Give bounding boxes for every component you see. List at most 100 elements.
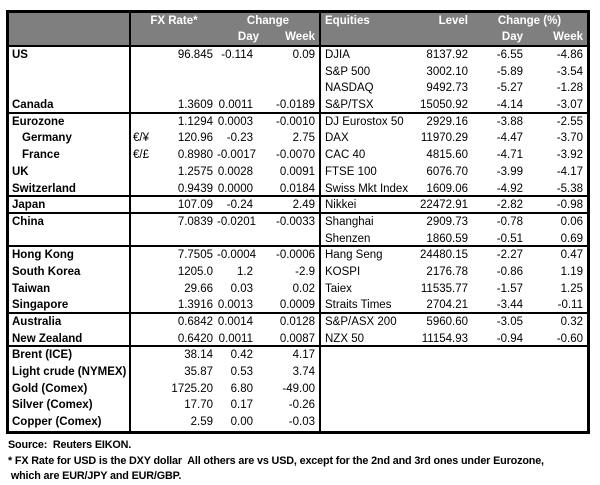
fx-week-change-cell: 2.49 bbox=[259, 197, 321, 214]
fx-week-change-cell: 0.0009 bbox=[259, 297, 321, 314]
fx-week-change-cell bbox=[259, 230, 321, 247]
table-row: Brent (ICE) 38.14 0.42 4.17 bbox=[9, 347, 587, 365]
equities-header: Equities bbox=[325, 15, 370, 27]
equity-level-cell: 11154.93 bbox=[421, 332, 468, 345]
table-row: Light crude (NYMEX) 35.87 0.53 3.74 bbox=[9, 364, 587, 381]
equity-level-cell: 8137.92 bbox=[426, 49, 468, 61]
equity-week-change-cell: 0.69 bbox=[560, 232, 583, 245]
fx-rate-cell: 107.09 bbox=[177, 199, 213, 212]
table-row: UK 1.2575 0.0028 0.0091 FTSE 100 6076.70 -3.99… bbox=[9, 163, 587, 181]
fx-name-cell: US bbox=[9, 47, 131, 64]
table-row: Silver (Comex) 17.70 0.17 -0.26 bbox=[9, 397, 587, 415]
currency-pair-cell: €/¥ bbox=[133, 132, 149, 145]
equity-day-change-cell: -3.05 bbox=[496, 316, 523, 328]
fx-name-cell: Light crude (NYMEX) bbox=[9, 364, 131, 381]
table-row: NASDAQ 9492.73 -5.27 -1.28 bbox=[9, 80, 587, 98]
equity-day-change-cell: -4.47 bbox=[496, 132, 523, 145]
fx-day-change-cell: 0.0011 bbox=[218, 99, 253, 112]
table-header-row-2: Day Week Day Week bbox=[9, 29, 587, 47]
equity-name-cell: NZX 50 bbox=[325, 332, 364, 345]
equity-name-cell: Hang Seng bbox=[325, 249, 383, 262]
fx-day-change-cell: -0.23 bbox=[226, 132, 253, 145]
table-row: Gold (Comex) 1725.20 6.80 -49.00 bbox=[9, 380, 587, 398]
equity-level-cell: 3002.10 bbox=[426, 65, 468, 78]
fx-rate-cell: 1.3916 bbox=[177, 299, 213, 312]
table-header-row-1: FX Rate* Change Equities Level Change (%… bbox=[9, 13, 587, 29]
table-row: Singapore 1.3916 0.0013 0.0009 Straits Times… bbox=[9, 297, 587, 314]
fx-week-change-cell: -0.03 bbox=[259, 414, 321, 431]
equity-day-change-cell: -0.94 bbox=[496, 332, 523, 345]
fx-rate-cell: 17.70 bbox=[184, 399, 213, 412]
currency-pair-cell bbox=[131, 314, 159, 331]
fx-name-cell: Australia bbox=[9, 314, 131, 331]
equity-name-cell: DAX bbox=[325, 132, 349, 145]
equity-day-change-cell: -3.88 bbox=[496, 115, 523, 128]
fx-week-change-cell: -2.9 bbox=[259, 263, 321, 281]
fx-name-cell: Germany bbox=[9, 130, 131, 148]
equity-week-change-cell: 0.06 bbox=[560, 215, 583, 228]
table-body: US 96.845 -0.114 0.09 DJIA 8137.92 -6.55 -4.86 S… bbox=[9, 47, 587, 431]
table-row: New Zealand 0.6420 0.0011 0.0087 NZX 50 11154… bbox=[9, 330, 587, 348]
fx-day-change-cell: -0.0201 bbox=[217, 215, 257, 228]
equity-day-change-cell: -0.86 bbox=[496, 265, 523, 278]
fx-day-subheader: Day bbox=[237, 31, 259, 43]
fx-rate-cell: 1205.0 bbox=[177, 265, 213, 278]
fx-week-change-cell: -0.0006 bbox=[259, 247, 321, 264]
fx-day-change-cell: 6.80 bbox=[230, 382, 253, 395]
table-row: South Korea 1205.0 1.2 -2.9 KOSPI 2176.78 -0.8… bbox=[9, 263, 587, 281]
fx-day-change-cell bbox=[217, 64, 259, 81]
equity-week-change-cell: -3.92 bbox=[556, 149, 583, 162]
fx-week-change-cell: 0.0184 bbox=[259, 180, 321, 197]
header-blank-cell bbox=[9, 13, 131, 29]
equity-name-cell bbox=[321, 414, 419, 431]
equity-name-cell: Taiex bbox=[325, 282, 352, 295]
fx-week-change-cell: 0.0128 bbox=[259, 314, 321, 331]
fx-day-change-cell: 0.0028 bbox=[217, 165, 253, 178]
fx-name-cell: Hong Kong bbox=[9, 247, 131, 264]
equity-level-cell: 6076.70 bbox=[426, 165, 468, 178]
fx-rate-cell: 1725.20 bbox=[171, 382, 213, 395]
equity-week-change-cell bbox=[525, 397, 587, 414]
equity-week-change-cell: -5.38 bbox=[556, 182, 583, 195]
fx-day-change-cell: 0.0011 bbox=[218, 332, 253, 345]
fx-week-change-cell: -0.26 bbox=[259, 397, 321, 415]
equity-week-change-cell: 1.19 bbox=[560, 265, 583, 278]
fx-day-change-cell: 0.0000 bbox=[217, 182, 253, 195]
fx-name-cell: Taiwan bbox=[9, 280, 131, 298]
fx-week-change-cell: 0.0087 bbox=[259, 330, 321, 348]
equity-name-cell: KOSPI bbox=[325, 265, 361, 278]
equity-name-cell bbox=[321, 347, 419, 364]
currency-pair-cell bbox=[131, 364, 159, 381]
equity-name-cell bbox=[321, 397, 419, 414]
fx-day-change-cell: 0.53 bbox=[230, 366, 253, 379]
currency-pair-cell bbox=[131, 164, 159, 181]
equity-name-cell: Nikkei bbox=[325, 199, 357, 212]
equity-week-change-cell: -2.55 bbox=[556, 115, 583, 128]
equity-level-cell: 15050.92 bbox=[420, 99, 468, 112]
fx-day-change-cell: 0.00 bbox=[230, 416, 253, 429]
equity-day-change-cell bbox=[472, 381, 525, 398]
currency-pair-cell bbox=[131, 331, 159, 347]
equities-day-subheader: Day bbox=[501, 31, 523, 43]
equity-name-cell: CAC 40 bbox=[325, 149, 366, 162]
equities-change-pct-header: Change (%) bbox=[497, 15, 562, 27]
equity-day-change-cell: -4.71 bbox=[496, 149, 523, 162]
fx-name-cell: Canada bbox=[9, 97, 131, 114]
equity-name-cell: FTSE 100 bbox=[325, 165, 377, 178]
table-row: Copper (Comex) 2.59 0.00 -0.03 bbox=[9, 414, 587, 431]
currency-pair-cell bbox=[131, 281, 159, 298]
equity-week-change-cell: 1.25 bbox=[560, 282, 583, 295]
equity-week-change-cell: -0.98 bbox=[556, 199, 583, 212]
equity-level-cell bbox=[419, 381, 472, 398]
equity-day-change-cell: -3.44 bbox=[496, 299, 523, 312]
fx-week-change-cell: -0.0070 bbox=[259, 147, 321, 164]
fx-rate-cell: 0.8980 bbox=[177, 149, 213, 162]
fx-week-change-cell bbox=[259, 80, 321, 98]
fx-day-change-cell bbox=[217, 80, 259, 97]
equity-level-cell: 2704.21 bbox=[426, 299, 468, 312]
equity-week-change-cell: -3.54 bbox=[556, 65, 583, 78]
equity-level-cell: 11970.29 bbox=[420, 132, 468, 145]
fx-day-change-cell: -0.114 bbox=[221, 49, 253, 61]
fx-day-change-cell: -0.0017 bbox=[217, 149, 257, 162]
table-footnotes: Source: Reuters EIKON. * FX Rate for USD… bbox=[8, 438, 598, 485]
